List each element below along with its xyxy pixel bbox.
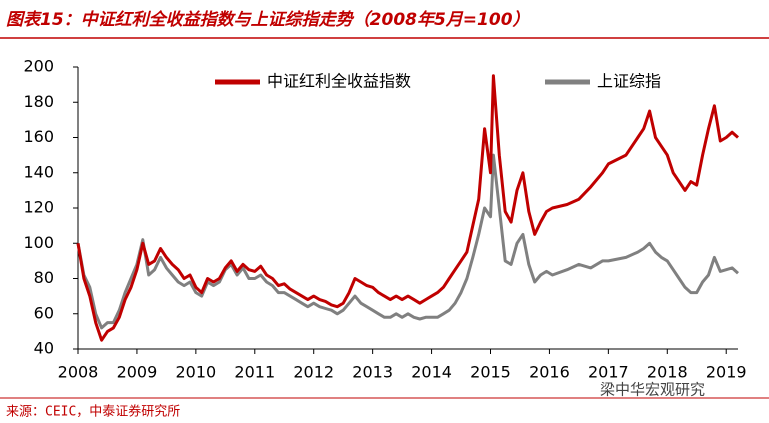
watermark: 梁中华宏观研究 — [600, 381, 705, 399]
chart-title: 图表15：中证红利全收益指数与上证综指走势（2008年5月=100） — [6, 10, 530, 30]
legend-label: 中证红利全收益指数 — [267, 72, 411, 91]
line-series — [76, 74, 740, 342]
x-tick-label: 2008 — [58, 363, 99, 382]
y-tick-label: 100 — [23, 233, 54, 252]
x-tick-label: 2018 — [647, 363, 688, 382]
y-tick-label: 140 — [23, 162, 54, 181]
x-tick-label: 2014 — [411, 363, 452, 382]
y-tick-label: 120 — [23, 198, 54, 217]
x-tick-label: 2009 — [117, 363, 158, 382]
y-tick-label: 200 — [23, 57, 54, 76]
x-tick-label: 2013 — [352, 363, 393, 382]
x-tick-label: 2017 — [588, 363, 629, 382]
y-tick-label: 60 — [34, 303, 54, 322]
x-tick-label: 2015 — [470, 363, 511, 382]
legend-label: 上证综指 — [597, 72, 661, 91]
y-tick-label: 40 — [34, 339, 54, 358]
x-tick-label: 2012 — [293, 363, 334, 382]
y-tick-label: 180 — [23, 92, 54, 111]
x-tick-label: 2011 — [234, 363, 275, 382]
y-tick-label: 160 — [23, 127, 54, 146]
y-tick-label: 80 — [34, 268, 54, 287]
x-tick-label: 2016 — [529, 363, 570, 382]
x-tick-label: 2019 — [706, 363, 747, 382]
source: 来源：CEIC，中泰证券研究所 — [6, 404, 180, 420]
x-tick-label: 2010 — [175, 363, 216, 382]
line-series — [76, 153, 740, 330]
